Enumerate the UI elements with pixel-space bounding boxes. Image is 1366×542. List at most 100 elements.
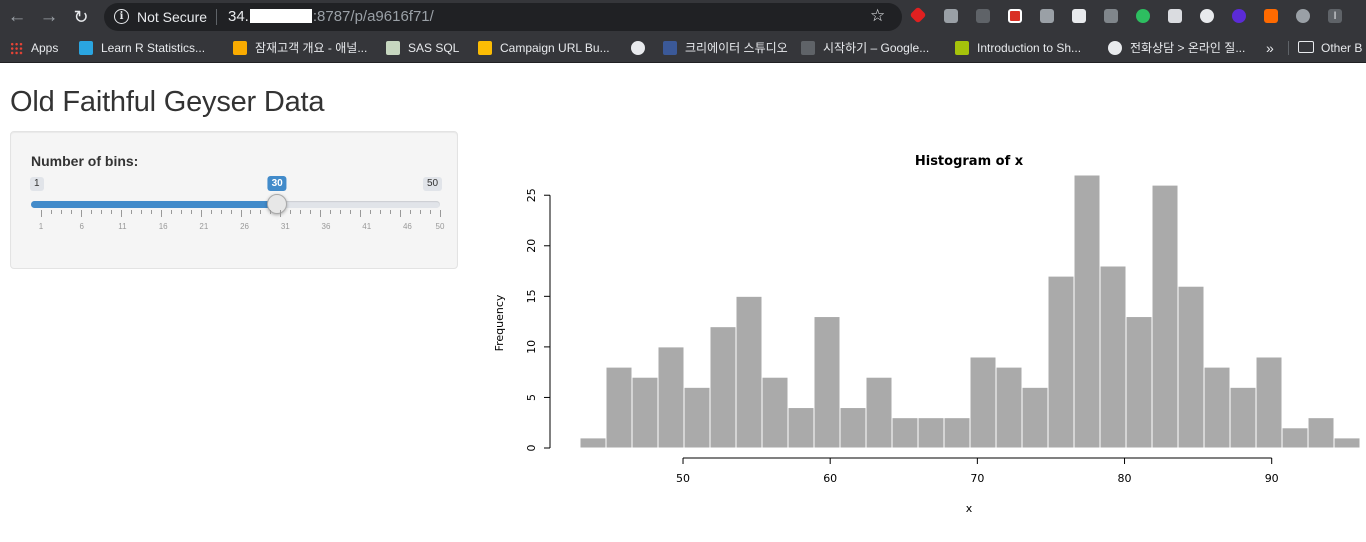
x-axis-label: x bbox=[966, 502, 973, 515]
histogram-bar bbox=[1151, 184, 1179, 449]
slider-major-tick bbox=[200, 210, 202, 217]
slider-minor-tick bbox=[390, 210, 392, 214]
histogram-bar bbox=[709, 326, 737, 449]
bookmark-item[interactable]: Campaign URL Bu... bbox=[478, 34, 610, 62]
slider-minor-tick bbox=[330, 210, 332, 214]
slider-minor-tick bbox=[70, 210, 72, 214]
slider-minor-tick bbox=[190, 210, 192, 214]
bookmarks-bar: 전화상담 > 온라인 질... Introduction to Sh... 시작하기… bbox=[0, 34, 1366, 63]
slider-minor-tick bbox=[290, 210, 292, 214]
slider-minor-tick bbox=[340, 210, 342, 214]
histogram-bar bbox=[917, 417, 945, 449]
reload-icon[interactable]: ↻ bbox=[73, 7, 89, 27]
slider-minor-tick bbox=[220, 210, 222, 214]
bookmark-item[interactable]: 시작하기 – Google... bbox=[801, 34, 929, 62]
slider-major-tick bbox=[120, 210, 122, 217]
slider-major-tick bbox=[400, 210, 402, 217]
slider-minor-tick bbox=[130, 210, 132, 214]
histogram-bar bbox=[787, 407, 815, 449]
y-tick-label: 0 bbox=[525, 445, 538, 452]
histogram-bar bbox=[995, 366, 1023, 449]
bookmark-star-icon[interactable]: ☆ bbox=[870, 6, 886, 25]
x-tick-label: 90 bbox=[1265, 472, 1279, 485]
bookmark-item[interactable] bbox=[631, 34, 653, 62]
extension-purple-icon[interactable] bbox=[1232, 9, 1246, 23]
slider-minor-tick bbox=[300, 210, 302, 214]
url-text[interactable]: 34.:8787/p/a9616f71/ bbox=[228, 8, 434, 25]
extension-red-icon[interactable] bbox=[909, 6, 927, 24]
bookmark-item[interactable]: 전화상담 > 온라인 질... bbox=[1108, 34, 1245, 62]
slider-tick-label: 36 bbox=[321, 222, 331, 231]
slider-minor-tick bbox=[60, 210, 62, 214]
histogram-bar bbox=[865, 376, 893, 449]
histogram-bar bbox=[969, 356, 997, 449]
slider-tick-label: 11 bbox=[118, 222, 127, 231]
extension-flag-icon[interactable] bbox=[1008, 9, 1022, 23]
slider-handle[interactable] bbox=[267, 194, 288, 214]
histogram-bar bbox=[761, 376, 789, 449]
slider-minor-tick bbox=[140, 210, 142, 214]
slider-minor-tick bbox=[50, 210, 52, 214]
extension-arrow-icon[interactable] bbox=[1104, 9, 1118, 23]
slider-major-tick bbox=[440, 210, 441, 217]
bookmark-item[interactable]: SAS SQL bbox=[386, 34, 459, 62]
slider-minor-tick bbox=[260, 210, 262, 214]
folder-icon bbox=[1298, 41, 1314, 53]
slider-min-label: 1 bbox=[30, 177, 44, 191]
shield-icon bbox=[79, 41, 93, 55]
profile-icon[interactable]: I bbox=[1328, 9, 1342, 23]
other-bookmarks[interactable]: Other B bbox=[1298, 34, 1362, 62]
slider-major-tick bbox=[320, 210, 322, 217]
histogram-bar bbox=[891, 417, 919, 449]
slider-tick-label: 26 bbox=[240, 222, 250, 231]
security-status[interactable]: Not Secure bbox=[137, 9, 208, 25]
slider-minor-tick bbox=[90, 210, 92, 214]
page-title: Old Faithful Geyser Data bbox=[10, 86, 325, 118]
extension-card-icon[interactable] bbox=[1072, 9, 1086, 23]
x-tick-label: 70 bbox=[970, 472, 984, 485]
x-tick-label: 60 bbox=[823, 472, 837, 485]
extension-brain-icon[interactable] bbox=[1200, 9, 1214, 23]
histogram-bar bbox=[1281, 427, 1309, 449]
slider-major-tick bbox=[360, 210, 362, 217]
extension-code-icon[interactable] bbox=[944, 9, 958, 23]
slider-major-tick bbox=[80, 210, 82, 217]
bookmark-item[interactable]: Apps bbox=[10, 34, 58, 62]
bookmark-item[interactable]: 잠재고객 개요 - 애널... bbox=[233, 34, 367, 62]
slider-minor-tick bbox=[370, 210, 372, 214]
globe-icon bbox=[1108, 41, 1122, 55]
bookmark-item[interactable]: 크리에이터 스튜디오 bbox=[663, 34, 788, 62]
extension-shield-icon[interactable] bbox=[1168, 9, 1182, 23]
slider-minor-tick bbox=[210, 210, 212, 214]
slider-value-label: 30 bbox=[267, 176, 287, 191]
info-icon[interactable]: i bbox=[114, 9, 129, 24]
bookmark-label: 크리에이터 스튜디오 bbox=[685, 41, 788, 55]
back-icon[interactable]: ← bbox=[7, 6, 27, 27]
bookmark-item[interactable]: Learn R Statistics... bbox=[79, 34, 205, 62]
slider-tick-label: 21 bbox=[199, 222, 209, 231]
slider-major-tick bbox=[240, 210, 242, 217]
more-bookmarks-icon[interactable]: » bbox=[1266, 40, 1274, 56]
bookmark-item[interactable]: Introduction to Sh... bbox=[955, 34, 1081, 62]
evernote-icon[interactable] bbox=[1136, 9, 1150, 23]
histogram-bar bbox=[683, 386, 711, 449]
extension-bulb-icon[interactable] bbox=[1296, 9, 1310, 23]
extension-puzzle-icon[interactable] bbox=[1040, 9, 1054, 23]
y-tick-label: 15 bbox=[525, 289, 538, 303]
address-bar[interactable]: i Not Secure 34.:8787/p/a9616f71/ ☆ bbox=[104, 3, 902, 31]
slider-major-tick bbox=[280, 210, 282, 217]
m-icon bbox=[955, 41, 969, 55]
slider-minor-tick bbox=[180, 210, 182, 214]
sas-icon bbox=[386, 41, 400, 55]
slider-track[interactable] bbox=[31, 201, 440, 208]
extension-ex-icon[interactable] bbox=[1264, 9, 1278, 23]
slider-major-tick bbox=[41, 210, 42, 217]
histogram-bar bbox=[1333, 437, 1360, 449]
apps-grid-icon bbox=[10, 42, 23, 55]
other-bookmarks-label: Other B bbox=[1321, 41, 1363, 55]
forward-icon[interactable]: → bbox=[39, 6, 59, 27]
histogram-bar bbox=[1307, 417, 1335, 449]
slider-tick-label: 1 bbox=[38, 222, 44, 231]
histogram-bar bbox=[1203, 366, 1231, 449]
extension-download-icon[interactable] bbox=[976, 9, 990, 23]
